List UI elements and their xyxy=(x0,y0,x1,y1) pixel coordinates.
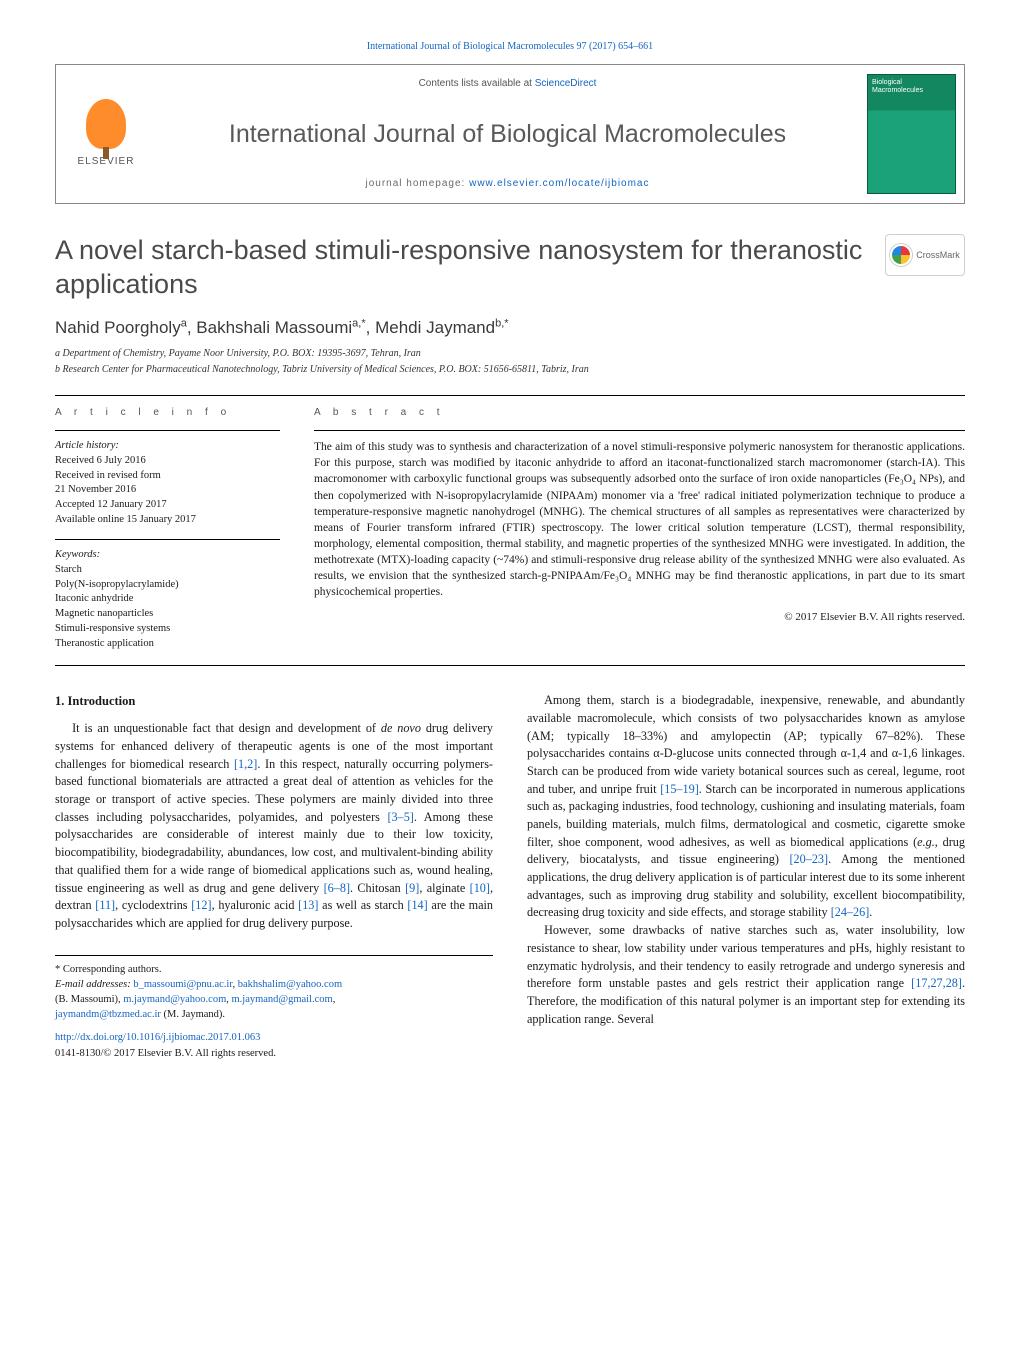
citation-link[interactable]: [6–8] xyxy=(324,881,350,895)
history-revised-2: 21 November 2016 xyxy=(55,483,280,498)
keyword: Stimuli-responsive systems xyxy=(55,622,280,637)
email-link[interactable]: m.jaymand@gmail.com xyxy=(231,994,332,1005)
email-line: E-mail addresses: b_massoumi@pnu.ac.ir, … xyxy=(55,977,493,1023)
corresponding-footnote: * Corresponding authors. E-mail addresse… xyxy=(55,955,493,1061)
issn-line: 0141-8130/© 2017 Elsevier B.V. All right… xyxy=(55,1046,493,1061)
homepage-pre: journal homepage: xyxy=(365,178,469,189)
section-rule-bottom xyxy=(55,665,965,666)
affiliation-b: b Research Center for Pharmaceutical Nan… xyxy=(55,363,965,377)
article-info-column: a r t i c l e i n f o Article history: R… xyxy=(55,406,280,651)
publisher-logo-cell: ELSEVIER xyxy=(56,65,156,203)
citation-link[interactable]: [20–23] xyxy=(789,852,828,866)
body-two-column: 1. Introduction It is an unquestionable … xyxy=(55,692,965,1061)
citation-link[interactable]: [13] xyxy=(298,898,318,912)
running-header-link[interactable]: International Journal of Biological Macr… xyxy=(367,41,653,52)
elsevier-tree-icon xyxy=(86,99,126,149)
email-link[interactable]: bakhshalim@yahoo.com xyxy=(238,979,342,990)
journal-homepage-line: journal homepage: www.elsevier.com/locat… xyxy=(166,177,849,191)
article-title: A novel starch-based stimuli-responsive … xyxy=(55,234,865,302)
sciencedirect-link[interactable]: ScienceDirect xyxy=(535,78,597,89)
history-online: Available online 15 January 2017 xyxy=(55,513,280,528)
journal-cover-cell: Biological Macromolecules xyxy=(859,65,964,203)
doi-line: http://dx.doi.org/10.1016/j.ijbiomac.201… xyxy=(55,1030,493,1045)
email-label: E-mail addresses: xyxy=(55,979,133,990)
de-novo: de novo xyxy=(381,721,421,735)
email-link[interactable]: jaymandm@tbzmed.ac.ir xyxy=(55,1009,161,1020)
abstract-heading: a b s t r a c t xyxy=(314,406,965,420)
contents-pre: Contents lists available at xyxy=(419,78,535,89)
abstract-text: The aim of this study was to synthesis a… xyxy=(314,439,965,600)
intro-para-1: It is an unquestionable fact that design… xyxy=(55,720,493,932)
section-rule-top xyxy=(55,395,965,396)
citation-link[interactable]: [9] xyxy=(405,881,419,895)
cover-title: Biological Macromolecules xyxy=(872,79,951,94)
corr-authors-label: * Corresponding authors. xyxy=(55,962,493,977)
crossmark-badge[interactable]: CrossMark xyxy=(885,234,965,276)
intro-heading: 1. Introduction xyxy=(55,692,493,710)
citation-link[interactable]: [15–19] xyxy=(660,782,699,796)
author-list: Nahid Poorgholya, Bakhshali Massoumia,*,… xyxy=(55,316,965,340)
keywords-label: Keywords: xyxy=(55,548,280,563)
keyword: Itaconic anhydride xyxy=(55,592,280,607)
citation-link[interactable]: [3–5] xyxy=(387,810,413,824)
article-history-label: Article history: xyxy=(55,439,280,454)
citation-link[interactable]: [12] xyxy=(191,898,211,912)
history-received: Received 6 July 2016 xyxy=(55,454,280,469)
eg-italic: e.g. xyxy=(917,835,935,849)
journal-header-box: ELSEVIER Contents lists available at Sci… xyxy=(55,64,965,204)
keyword: Magnetic nanoparticles xyxy=(55,607,280,622)
keyword: Poly(N-isopropylacrylamide) xyxy=(55,578,280,593)
journal-homepage-link[interactable]: www.elsevier.com/locate/ijbiomac xyxy=(469,178,649,189)
citation-link[interactable]: [1,2] xyxy=(234,757,257,771)
citation-link[interactable]: [10] xyxy=(470,881,490,895)
history-accepted: Accepted 12 January 2017 xyxy=(55,498,280,513)
abstract-column: a b s t r a c t The aim of this study wa… xyxy=(314,406,965,651)
journal-header-center: Contents lists available at ScienceDirec… xyxy=(156,65,859,203)
journal-title: International Journal of Biological Macr… xyxy=(166,117,849,152)
intro-para-3: However, some drawbacks of native starch… xyxy=(527,922,965,1028)
affiliation-a: a Department of Chemistry, Payame Noor U… xyxy=(55,347,965,361)
citation-link[interactable]: [14] xyxy=(407,898,427,912)
article-info-heading: a r t i c l e i n f o xyxy=(55,406,280,420)
citation-link[interactable]: [17,27,28] xyxy=(911,976,962,990)
keyword: Theranostic application xyxy=(55,637,280,652)
contents-line: Contents lists available at ScienceDirec… xyxy=(166,77,849,91)
crossmark-icon xyxy=(890,244,912,266)
intro-para-2: Among them, starch is a biodegradable, i… xyxy=(527,692,965,922)
keyword: Starch xyxy=(55,563,280,578)
crossmark-label: CrossMark xyxy=(916,249,960,262)
email-link[interactable]: b_massoumi@pnu.ac.ir xyxy=(133,979,232,990)
citation-link[interactable]: [11] xyxy=(95,898,115,912)
doi-link[interactable]: http://dx.doi.org/10.1016/j.ijbiomac.201… xyxy=(55,1032,260,1043)
running-header: International Journal of Biological Macr… xyxy=(55,40,965,54)
history-revised-1: Received in revised form xyxy=(55,469,280,484)
journal-cover-thumbnail: Biological Macromolecules xyxy=(867,74,956,194)
email-link[interactable]: m.jaymand@yahoo.com xyxy=(123,994,226,1005)
citation-link[interactable]: [24–26] xyxy=(831,905,870,919)
abstract-copyright: © 2017 Elsevier B.V. All rights reserved… xyxy=(314,610,965,625)
